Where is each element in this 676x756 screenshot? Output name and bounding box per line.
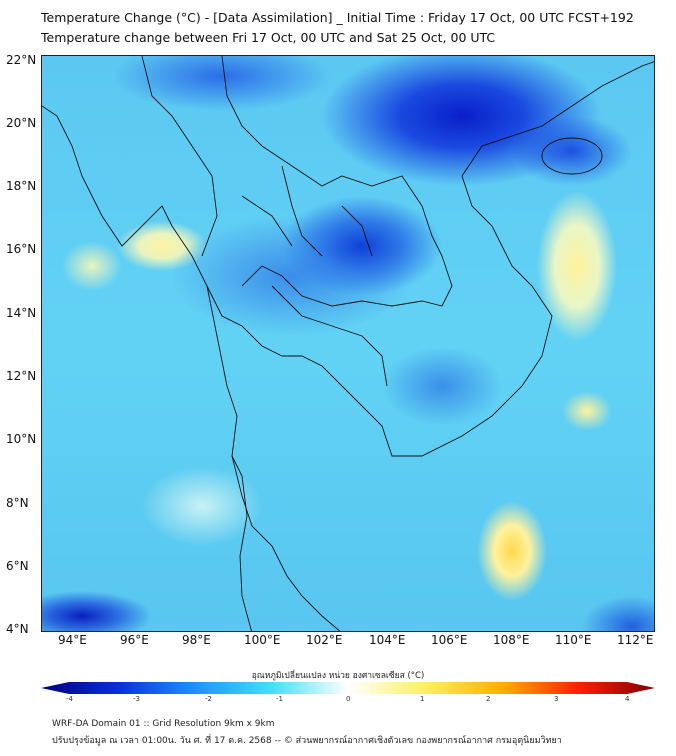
colorbar-tick: 3 — [554, 695, 559, 703]
colorbar-label: อุณหภูมิเปลี่ยนแปลง หน่วย องศาเซลเซียส (… — [251, 671, 425, 681]
lon-label: 98°E — [182, 633, 211, 647]
colorbar-tick: 2 — [486, 695, 491, 703]
colorbar — [41, 682, 655, 694]
lat-label: 12°N — [6, 369, 37, 383]
lon-label: 104°E — [369, 633, 406, 647]
lon-label: 94°E — [58, 633, 87, 647]
footer-credit: ปรับปรุงข้อมูล ณ เวลา 01:00น. วัน ศ. ที่… — [52, 736, 562, 746]
lon-label: 106°E — [431, 633, 468, 647]
colorbar-tick: -2 — [205, 695, 212, 703]
coastlines — [42, 56, 654, 631]
lat-label: 20°N — [6, 116, 37, 130]
footer-model-info: WRF-DA Domain 01 :: Grid Resolution 9km … — [52, 719, 275, 729]
lon-label: 112°E — [617, 633, 654, 647]
colorbar-tick: -3 — [133, 695, 140, 703]
lat-label: 16°N — [6, 242, 37, 256]
temperature-change-map — [41, 55, 655, 632]
colorbar-tick: 4 — [625, 695, 630, 703]
lat-label: 22°N — [6, 53, 37, 67]
lat-label: 6°N — [6, 559, 29, 573]
lon-label: 102°E — [306, 633, 343, 647]
lon-label: 108°E — [493, 633, 530, 647]
colorbar-tick: -4 — [66, 695, 73, 703]
lon-label: 96°E — [120, 633, 149, 647]
lon-label: 100°E — [244, 633, 281, 647]
chart-title: Temperature Change (°C) - [Data Assimila… — [41, 10, 634, 25]
colorbar-tick: -1 — [276, 695, 283, 703]
lat-label: 14°N — [6, 306, 37, 320]
lat-label: 18°N — [6, 179, 37, 193]
lon-label: 110°E — [555, 633, 592, 647]
colorbar-tick: 1 — [420, 695, 425, 703]
lat-label: 8°N — [6, 496, 29, 510]
lat-label: 10°N — [6, 432, 37, 446]
chart-subtitle: Temperature change between Fri 17 Oct, 0… — [41, 30, 496, 45]
lat-label: 4°N — [6, 622, 29, 636]
colorbar-tick: 0 — [346, 695, 351, 703]
